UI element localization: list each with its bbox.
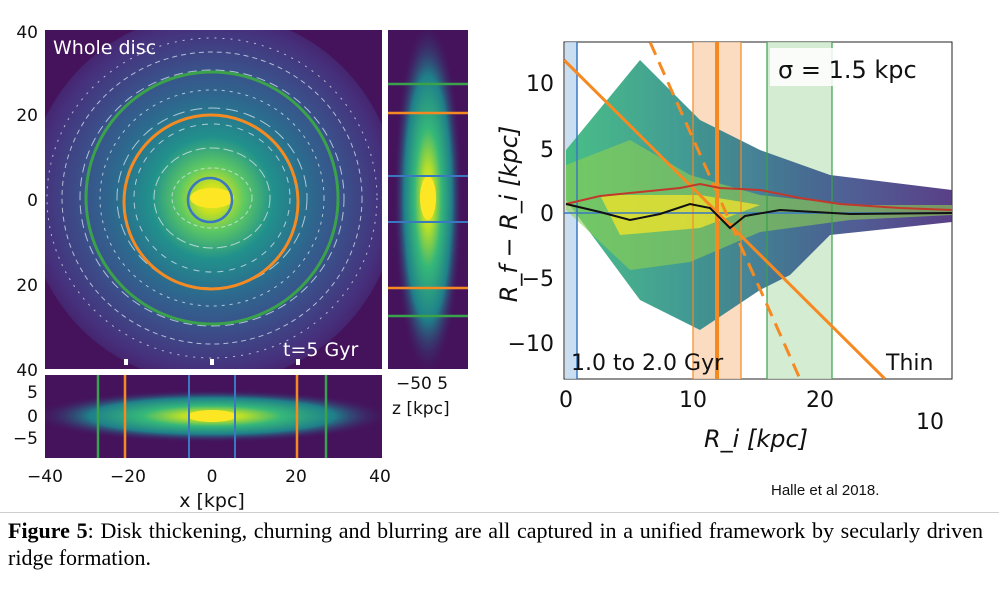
side-x-label: z [kpc] bbox=[392, 399, 450, 419]
x-tick: −20 bbox=[110, 467, 146, 487]
right-x-tick: 20 bbox=[806, 388, 834, 413]
caption-label: Figure 5 bbox=[8, 518, 88, 543]
x-axis-label: x [kpc] bbox=[179, 490, 245, 512]
blue-ring bbox=[186, 176, 234, 224]
right-y-tick: −5 bbox=[522, 267, 554, 292]
dashed-diagonal bbox=[648, 42, 802, 379]
black-curve bbox=[565, 202, 952, 230]
separator-line bbox=[0, 512, 999, 513]
side-panel: −50 5 z [kpc] bbox=[388, 30, 468, 419]
orange-ring bbox=[122, 113, 300, 291]
right-y-label: R_f − R_i [kpc] bbox=[495, 126, 523, 303]
right-x-tick: 0 bbox=[559, 388, 573, 413]
bottom-y-tick: 5 bbox=[27, 383, 38, 403]
bottom-y-tick: 0 bbox=[27, 407, 38, 427]
x-tick: 0 bbox=[207, 467, 218, 487]
face-on-label: Whole disc bbox=[53, 37, 156, 59]
sigma-label: σ = 1.5 kpc bbox=[778, 56, 917, 84]
edge-on-panel: 5 0 −5 −40 −20 0 20 40 x [kpc] bbox=[13, 375, 391, 512]
caption-text: : Disk thickening, churning and blurring… bbox=[8, 518, 983, 570]
x-tick: 40 bbox=[369, 467, 391, 487]
x-tick: 20 bbox=[285, 467, 307, 487]
density-contours bbox=[46, 37, 378, 359]
solid-diagonal bbox=[564, 58, 887, 379]
red-curve bbox=[565, 182, 952, 211]
y-tick: 40 bbox=[16, 23, 38, 43]
churning-panel: σ = 1.5 kpc 1.0 to 2.0 Gyr Thin 10 5 0 −… bbox=[495, 41, 953, 453]
y-tick: 0 bbox=[27, 191, 38, 211]
right-y-tick: 0 bbox=[540, 202, 554, 227]
time-label: t=5 Gyr bbox=[283, 339, 358, 361]
right-x-tick-extra: 10 bbox=[916, 410, 944, 435]
right-y-tick: −10 bbox=[508, 332, 554, 357]
right-y-tick: 5 bbox=[540, 138, 554, 163]
side-x-ticks: −50 5 bbox=[396, 374, 448, 394]
x-tick: −40 bbox=[27, 467, 63, 487]
green-ring bbox=[84, 70, 340, 326]
figure-caption: Figure 5: Disk thickening, churning and … bbox=[8, 517, 983, 571]
y-tick: 20 bbox=[16, 276, 38, 296]
bottom-y-tick: −5 bbox=[13, 429, 38, 449]
population-label: Thin bbox=[885, 351, 933, 376]
figure-credit: Halle et al 2018. bbox=[771, 482, 880, 499]
right-x-tick: 10 bbox=[679, 388, 707, 413]
y-tick: 20 bbox=[16, 106, 38, 126]
right-y-tick: 10 bbox=[526, 72, 554, 97]
time-range-label: 1.0 to 2.0 Gyr bbox=[571, 351, 724, 376]
face-on-panel: Whole disc t=5 Gyr 40 20 0 20 40 bbox=[16, 23, 382, 381]
y-tick: 40 bbox=[16, 361, 38, 381]
right-x-label: R_i [kpc] bbox=[704, 425, 808, 453]
